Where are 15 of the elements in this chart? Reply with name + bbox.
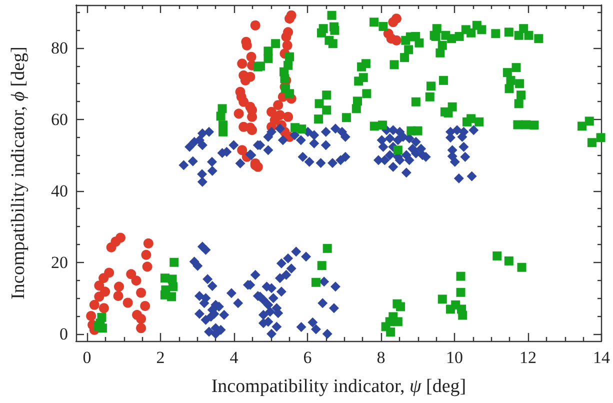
y-tick-label: 60 — [51, 110, 68, 129]
x-tick-label: 12 — [520, 348, 537, 367]
y-axis-title: Incompatibility indicator, ϕ [deg] — [8, 46, 29, 300]
x-tick-label: 6 — [303, 348, 312, 367]
x-tick-label: 0 — [82, 348, 92, 367]
y-tick-label: 40 — [51, 181, 68, 200]
x-tick-label: 14 — [593, 348, 610, 367]
x-axis-title: Incompatibility indicator, ψ [deg] — [211, 376, 466, 397]
y-tick-label: 20 — [51, 252, 68, 272]
x-tick-label: 8 — [376, 348, 386, 367]
x-tick-label: 10 — [446, 348, 464, 367]
y-tick-label: 0 — [60, 324, 68, 344]
x-tick-label: 2 — [156, 348, 165, 367]
x-tick-label: 4 — [230, 348, 239, 367]
y-tick-label: 80 — [51, 38, 68, 58]
